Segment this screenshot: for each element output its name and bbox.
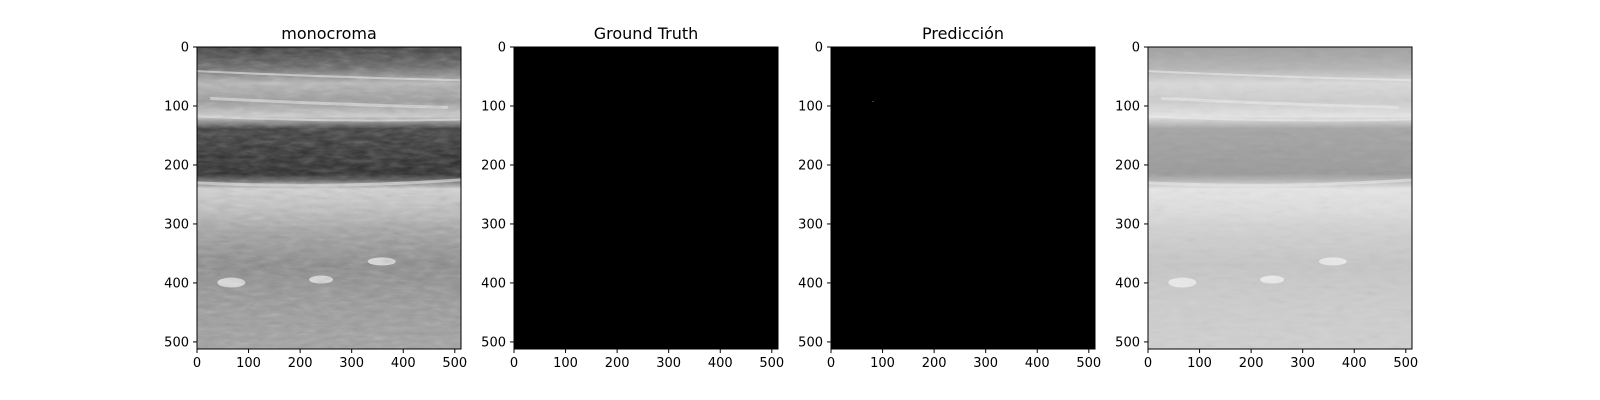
x-tick-label: 500 [759,356,784,371]
y-tick-label: 0 [815,41,823,56]
speckle-texture [197,47,461,349]
panel-title: monocroma [281,24,377,43]
y-tick-label: 100 [164,99,189,114]
x-tick-label: 300 [339,356,364,371]
x-tick-label: 0 [1144,356,1152,371]
x-tick-label: 200 [288,356,313,371]
panel-1: monocroma 0 100 200 300 400 500 0 100 200 300 400 50… [164,24,467,371]
x-tick-label: 0 [510,356,518,371]
y-tick-label: 200 [164,158,189,173]
x-tick-label: 400 [708,356,733,371]
x-tick-label: 100 [1187,356,1212,371]
mask-image [831,47,1095,349]
x-tick-label: 200 [922,356,947,371]
y-tick-label: 100 [481,99,506,114]
panel-4: 0 100 200 300 400 500 0 100 200 300 400 500 [1115,41,1418,372]
x-tick-label: 300 [973,356,998,371]
x-tick-label: 300 [656,356,681,371]
x-tick-label: 0 [827,356,835,371]
y-tick-label: 0 [1132,41,1140,56]
y-tick-label: 200 [481,158,506,173]
axes-frame [513,46,779,350]
x-tick-label: 500 [1076,356,1101,371]
panel-3: Predicción 0 100 200 300 400 500 0 100 200 300 400 5… [798,24,1101,371]
axes-frame [1147,46,1413,350]
panel-title: Ground Truth [594,24,699,43]
y-tick-label: 200 [1115,158,1140,173]
x-tick-label: 400 [1342,356,1367,371]
x-tick-label: 200 [1239,356,1264,371]
y-tick-label: 400 [1115,276,1140,291]
y-tick-label: 300 [1115,217,1140,232]
x-tick-label: 100 [553,356,578,371]
y-tick-label: 300 [164,217,189,232]
speckle-texture [1148,47,1412,349]
y-tick-label: 0 [181,41,189,56]
y-tick-label: 400 [798,276,823,291]
y-tick-label: 0 [498,41,506,56]
x-tick-label: 500 [1393,356,1418,371]
y-tick-label: 200 [798,158,823,173]
panel-title: Predicción [922,24,1004,43]
y-tick-label: 400 [481,276,506,291]
x-tick-label: 100 [870,356,895,371]
y-tick-label: 500 [798,335,823,350]
x-tick-label: 400 [1025,356,1050,371]
axes-frame [196,46,462,350]
y-tick-label: 100 [798,99,823,114]
prediction-speck [872,101,874,102]
x-tick-label: 400 [391,356,416,371]
x-tick-label: 100 [236,356,261,371]
y-tick-label: 500 [164,335,189,350]
y-tick-label: 100 [1115,99,1140,114]
panels-layer: monocroma 0 100 200 300 400 500 0 100 200 300 400 50… [164,24,1418,371]
axes-frame [830,46,1096,350]
y-tick-label: 500 [481,335,506,350]
y-tick-label: 300 [481,217,506,232]
mask-image [514,47,778,349]
y-tick-label: 500 [1115,335,1140,350]
x-tick-label: 200 [605,356,630,371]
x-tick-label: 0 [193,356,201,371]
x-tick-label: 300 [1290,356,1315,371]
y-tick-label: 400 [164,276,189,291]
panel-2: Ground Truth 0 100 200 300 400 500 0 100 200 300 40… [481,24,784,371]
y-tick-label: 300 [798,217,823,232]
x-tick-label: 500 [442,356,467,371]
